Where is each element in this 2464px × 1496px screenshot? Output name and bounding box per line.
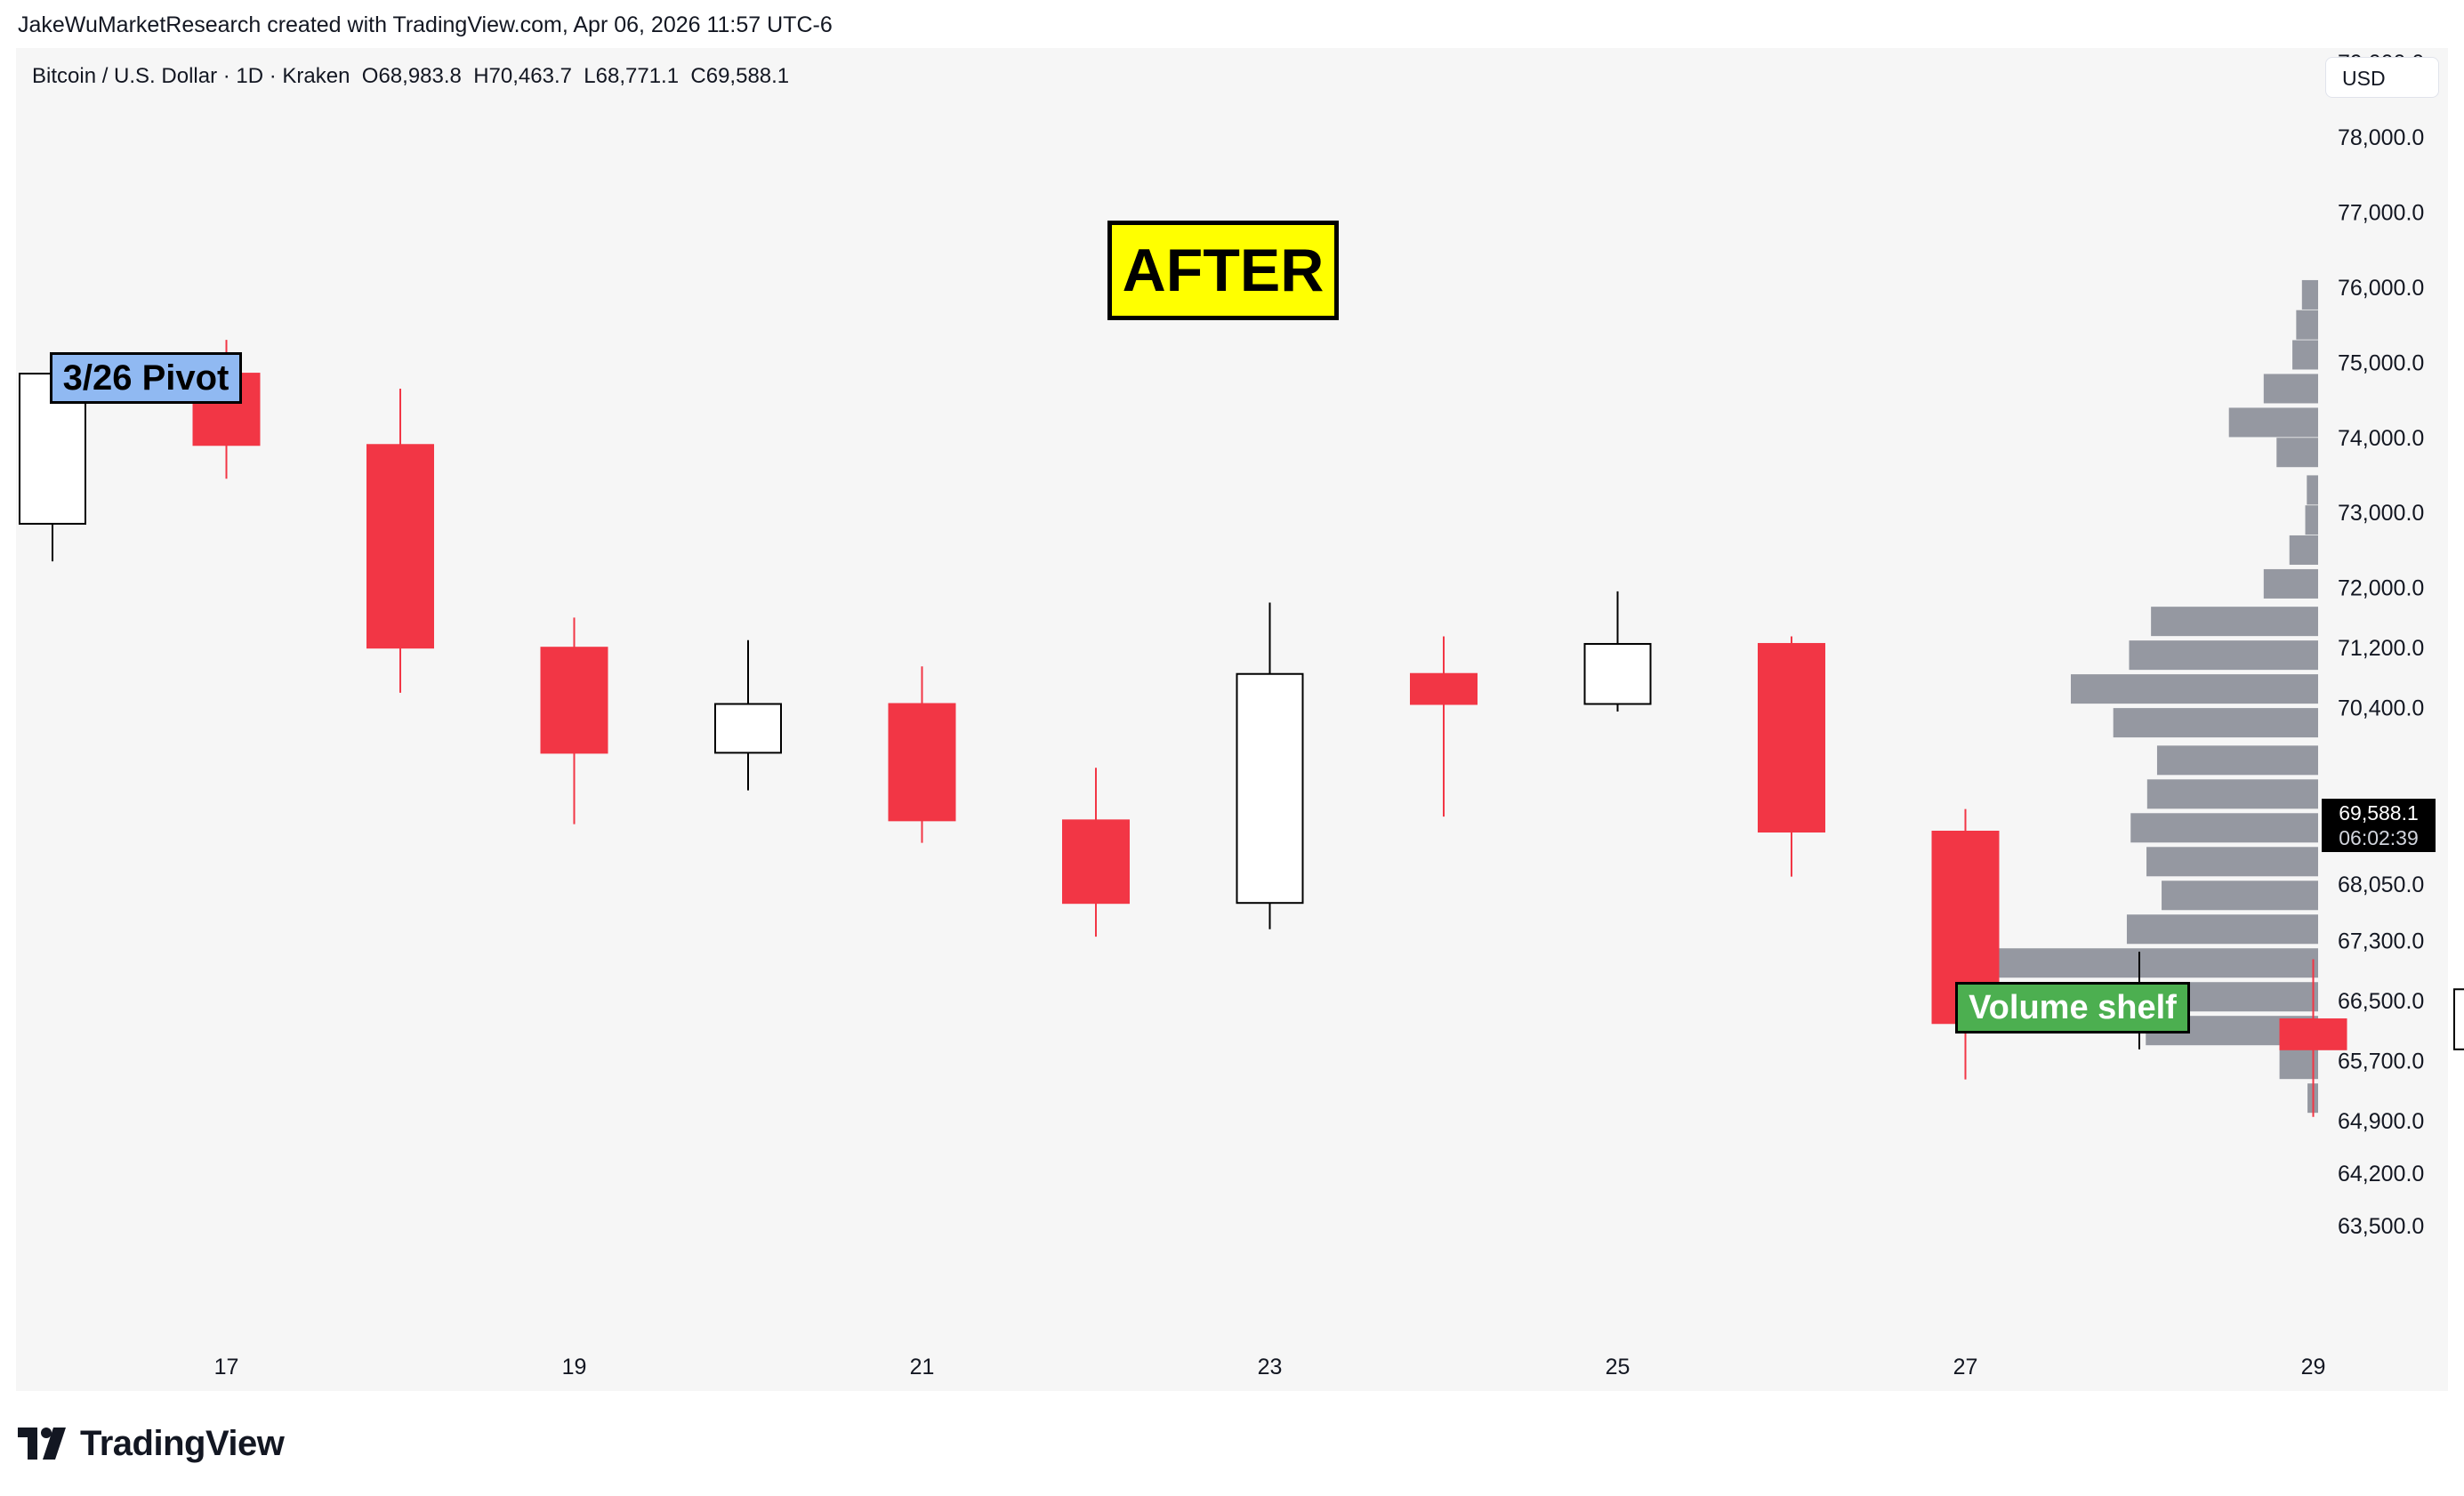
candles (19, 340, 2464, 1117)
candle-body-14 (2453, 988, 2464, 1050)
volume-bar-8 (2289, 535, 2318, 565)
time-tick-label-6: 29 (2301, 1355, 2326, 1379)
volume-bar-15 (2146, 779, 2318, 809)
volume-bar-13 (2113, 708, 2318, 738)
price-tick-label-16: 64,200.0 (2338, 1162, 2424, 1186)
price-tick-label-4: 75,000.0 (2338, 350, 2424, 375)
candle-6 (1062, 768, 1130, 937)
candle-2 (366, 388, 434, 693)
volume-bar-10 (2151, 607, 2318, 637)
volume-bar-11 (2129, 640, 2318, 671)
price-tick-label-1: 78,000.0 (2338, 125, 2424, 150)
candle-body-10 (1758, 642, 1825, 833)
price-tick-label-5: 74,000.0 (2338, 426, 2424, 451)
price-tick-label-14: 65,700.0 (2338, 1049, 2424, 1074)
after-label[interactable]: AFTER (1107, 221, 1339, 320)
bar-countdown: 06:02:39 (2339, 826, 2419, 849)
volume-bar-17 (2146, 847, 2318, 877)
time-tick-label-1: 19 (562, 1355, 587, 1379)
candle-5 (888, 666, 956, 843)
volume-bar-3 (2263, 374, 2318, 404)
time-tick-label-4: 25 (1606, 1355, 1631, 1379)
volume-bar-16 (2130, 813, 2318, 843)
candle-10 (1758, 636, 1825, 877)
tradingview-logo[interactable]: TradingView (18, 1421, 285, 1466)
price-tick-label-6: 73,000.0 (2338, 501, 2424, 526)
symbol-ohlc-legend[interactable]: Bitcoin / U.S. Dollar · 1D · Kraken O68,… (32, 64, 790, 88)
candle-8 (1410, 636, 1478, 817)
volume-bar-1 (2296, 310, 2318, 340)
candle-4 (714, 639, 782, 791)
price-tick-label-13: 66,500.0 (2338, 989, 2424, 1014)
candle-body-9 (1583, 642, 1652, 705)
volume-bar-23 (2279, 1050, 2318, 1080)
time-tick-label-3: 23 (1258, 1355, 1283, 1379)
author-credit: JakeWuMarketResearch created with Tradin… (18, 12, 833, 37)
candle-body-13 (2279, 1018, 2347, 1050)
price-tick-label-7: 72,000.0 (2338, 576, 2424, 601)
candle-body-4 (714, 703, 782, 754)
price-tick-label-9: 70,400.0 (2338, 696, 2424, 721)
time-tick-label-0: 17 (214, 1355, 239, 1379)
volume-bar-4 (2228, 407, 2318, 438)
price-tick-label-11: 68,050.0 (2338, 873, 2424, 897)
candle-3 (540, 617, 608, 824)
time-tick-label-5: 27 (1953, 1355, 1978, 1379)
volume-bar-7 (2305, 505, 2318, 535)
time-tick-label-2: 21 (910, 1355, 935, 1379)
volume-shelf-label[interactable]: Volume shelf (1955, 982, 2190, 1034)
price-tick-label-12: 67,300.0 (2338, 929, 2424, 953)
candle-7 (1236, 602, 1304, 929)
candle-body-3 (540, 647, 608, 754)
price-axis: 79,000.078,000.077,000.076,000.075,000.0… (2338, 51, 2424, 1239)
candle-body-6 (1062, 819, 1130, 905)
pivot-label[interactable]: 3/26 Pivot (50, 352, 242, 404)
volume-bar-19 (2126, 914, 2318, 945)
candle-9 (1583, 591, 1652, 712)
volume-bar-12 (2070, 674, 2318, 704)
price-tick-label-15: 64,900.0 (2338, 1109, 2424, 1134)
volume-bar-5 (2276, 438, 2318, 468)
candle-body-5 (888, 703, 956, 822)
candle-body-2 (366, 444, 434, 649)
volume-bar-18 (2162, 881, 2318, 911)
candle-14 (2453, 988, 2464, 1050)
price-tick-label-3: 76,000.0 (2338, 276, 2424, 301)
last-price-tag: 69,588.1 06:02:39 (2322, 799, 2436, 852)
volume-bar-6 (2307, 475, 2318, 505)
candle-body-8 (1410, 672, 1478, 705)
volume-bar-9 (2263, 568, 2318, 599)
volume-bar-0 (2301, 279, 2318, 310)
candle-11 (1931, 808, 2000, 1080)
volume-bar-14 (2156, 745, 2318, 776)
price-tick-label-17: 63,500.0 (2338, 1214, 2424, 1239)
currency-button[interactable]: USD (2325, 57, 2439, 98)
time-axis: 17192123252729Apr357911 (214, 1355, 2326, 1379)
price-tick-label-8: 71,200.0 (2338, 636, 2424, 661)
last-price-value: 69,588.1 (2339, 801, 2419, 824)
volume-bar-2 (2292, 340, 2318, 370)
tradingview-logo-icon (18, 1428, 66, 1460)
candle-13 (2279, 959, 2347, 1117)
volume-bar-20 (1985, 948, 2318, 978)
candle-body-7 (1236, 672, 1304, 905)
tradingview-logo-text: TradingView (80, 1423, 285, 1463)
price-tick-label-2: 77,000.0 (2338, 201, 2424, 226)
